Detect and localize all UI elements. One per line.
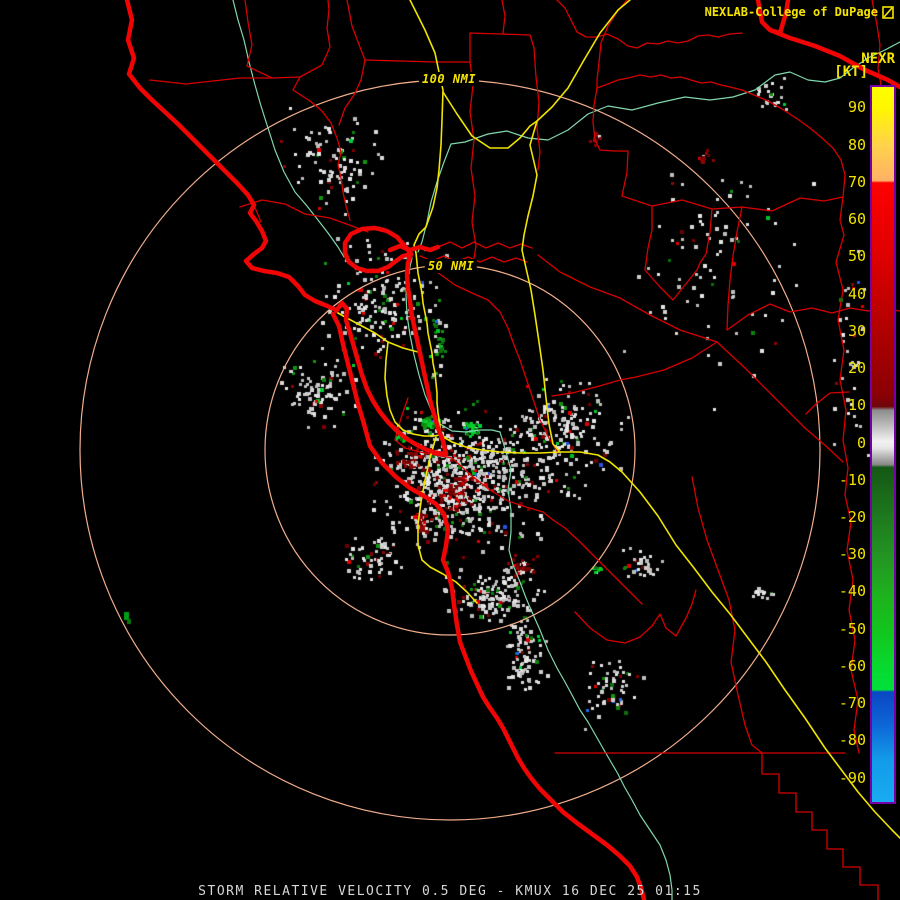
river-path [417, 41, 900, 253]
county-boundaries-layer [149, 0, 900, 900]
coastline-layer [124, 0, 900, 900]
colorbar-tick-label: -50 [838, 620, 866, 638]
colorbar-tick-label: 60 [847, 210, 866, 228]
colorbar-tick-label: 30 [847, 322, 866, 340]
colorbar-tick-label: -10 [838, 471, 866, 489]
carquinez-path [387, 243, 441, 253]
highway-path [417, 436, 478, 604]
colorbar-tick-label: 40 [847, 285, 866, 303]
river-path [499, 431, 673, 900]
product-caption: STORM RELATIVE VELOCITY 0.5 DEG - KMUX 1… [198, 884, 702, 899]
colorbar-tick-label: -20 [838, 508, 866, 526]
colorbar-tick-label: -80 [838, 731, 866, 749]
range-ring-100nmi [79, 79, 821, 821]
highway-path [439, 434, 900, 839]
range-rings [79, 79, 821, 821]
colorbar-tick-label: 20 [847, 359, 866, 377]
header: NEXLAB-College of DuPage [705, 5, 894, 19]
range-ring-label-50nmi: 50 NMI [424, 259, 478, 273]
highway-path [333, 308, 419, 353]
colorbar-tick-label: 80 [847, 136, 866, 154]
river-thick-path [767, 27, 900, 90]
highway-path [521, 120, 561, 453]
highway-path [442, 0, 631, 149]
colorbar [870, 85, 896, 804]
bay-outline-path [333, 251, 449, 457]
range-ring-label-100nmi: 100 NMI [418, 72, 480, 86]
highway-path [409, 0, 444, 436]
rivers-layer [232, 0, 900, 900]
colorbar-tick-label: -40 [838, 582, 866, 600]
colorbar-tick-label: -30 [838, 545, 866, 563]
product-id-label: NEXR [861, 51, 895, 67]
units-label: [KT] [834, 64, 868, 80]
colorbar-tick-label: -70 [838, 694, 866, 712]
colorbar-tick-label: 70 [847, 173, 866, 191]
colorbar-tick-label: 0 [856, 434, 866, 452]
highway-path [384, 341, 441, 437]
colorbar-tick-label: 10 [847, 396, 866, 414]
colorbar-tick-label: -60 [838, 657, 866, 675]
colorbar-tick-label: 90 [847, 98, 866, 116]
coastline-path [124, 0, 337, 312]
cod-logo-icon [882, 5, 894, 19]
coastline-path [330, 311, 647, 900]
header-title: NEXLAB-College of DuPage [704, 5, 878, 19]
colorbar-tick-label: 50 [847, 247, 866, 265]
river-path [232, 0, 345, 258]
san-pablo-bay-path [342, 225, 414, 274]
river-path [405, 257, 501, 433]
colorbar-tick-label: -90 [838, 769, 866, 787]
highways-layer [333, 0, 900, 839]
